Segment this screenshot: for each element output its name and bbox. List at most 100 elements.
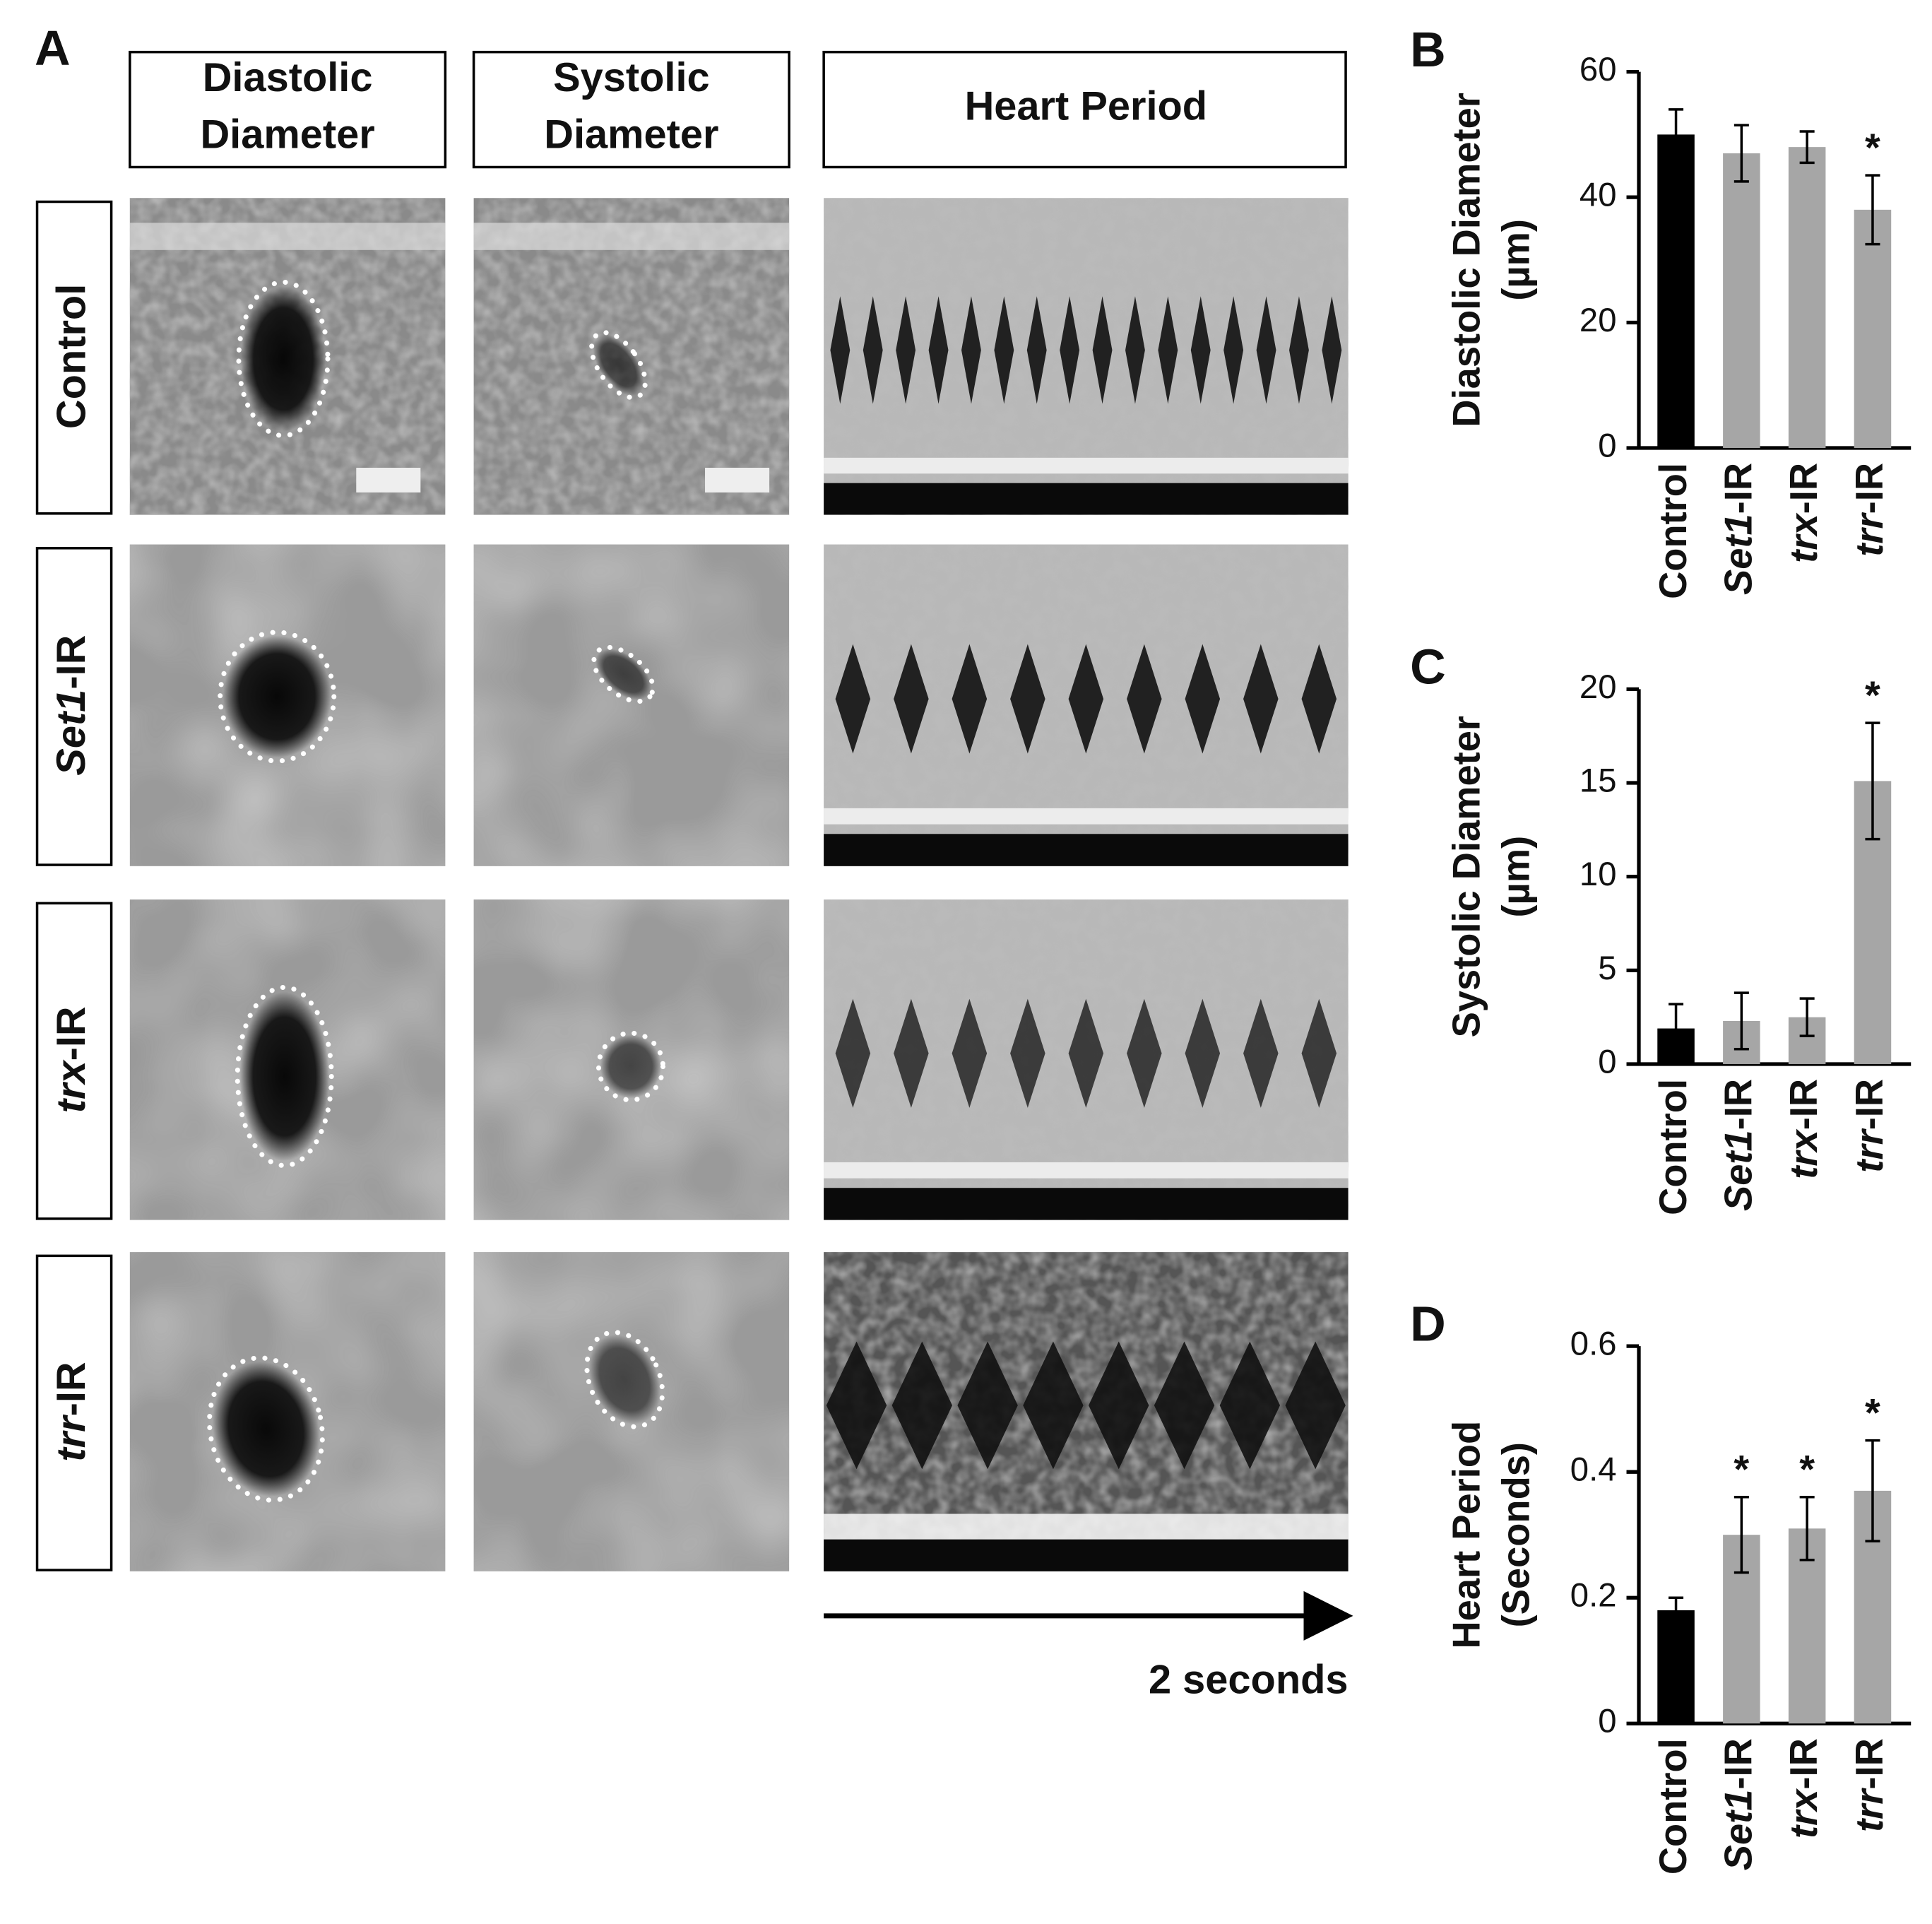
kymograph-beat [952, 998, 988, 1108]
label-part: -IR [1782, 1738, 1825, 1789]
x-tick-label: Set1-IR [1717, 1738, 1760, 1870]
kymograph-beat [830, 296, 851, 404]
kymograph-beat [1301, 998, 1337, 1108]
label-part: Set1 [1717, 514, 1760, 595]
lumen-outline [235, 984, 334, 1169]
bar [1657, 1610, 1695, 1724]
kymograph-beat [1092, 296, 1113, 404]
lumen [241, 285, 326, 432]
lumen-outline [207, 1355, 325, 1503]
top-band [129, 223, 446, 250]
kymograph-beat [1243, 998, 1279, 1108]
row-label-box [35, 1254, 113, 1571]
x-tick-label: trr-IR [1848, 1079, 1891, 1173]
x-tick-label: trx-IR [1782, 463, 1825, 563]
kymograph-beat [1190, 296, 1211, 404]
x-tick-label: Control [1652, 1738, 1695, 1875]
kymograph-beat [928, 296, 949, 404]
y-tick-label: 15 [1580, 762, 1617, 800]
column-header: Diameter [200, 112, 374, 158]
label-part: trr [1848, 512, 1891, 556]
row-label-box [35, 902, 113, 1220]
column-header: Diameter [544, 112, 718, 158]
y-tick-label: 0.6 [1570, 1326, 1617, 1363]
kymograph-beat [1289, 296, 1309, 404]
label-part: trr [1848, 1788, 1891, 1832]
scale-bar [705, 467, 770, 493]
kymograph-bottom [824, 1188, 1349, 1220]
lumen-outline [218, 630, 337, 764]
y-tick-label: 0 [1598, 1703, 1616, 1740]
lumen-outline [595, 1030, 666, 1103]
label-part: trx [1782, 1788, 1825, 1839]
kymograph-band [824, 457, 1349, 474]
label-part: -IR [1782, 1079, 1825, 1130]
significance-marker: * [1865, 1390, 1880, 1434]
panel-a: Diastolic Diameter Systolic Diameter Heart P… [35, 50, 1349, 1571]
label-part: trx [1782, 1128, 1825, 1179]
kymograph-beat [1285, 1341, 1346, 1470]
label-part: trx [1782, 512, 1825, 563]
kymograph-beat [863, 296, 883, 404]
y-tick-label: 40 [1580, 177, 1617, 214]
label-part: -IR [1848, 1738, 1891, 1789]
kymograph-beat [1068, 644, 1104, 754]
header-box [822, 50, 1347, 169]
lumen-outline [236, 279, 331, 438]
lumen [212, 1361, 320, 1497]
kymograph-beat [994, 296, 1014, 404]
panel-label: C [1410, 639, 1446, 695]
significance-marker: * [1799, 1447, 1815, 1492]
header-box [472, 50, 790, 169]
y-tick-label: 0.2 [1570, 1577, 1617, 1615]
kymograph-beat [1068, 998, 1104, 1108]
label-part: -IR [1717, 463, 1760, 514]
x-tick-label: Control [1652, 463, 1695, 599]
x-tick-label: Set1-IR [1717, 463, 1760, 595]
kymograph-beat [826, 1341, 887, 1470]
micrograph-texture [473, 544, 790, 866]
kymograph-beat [1127, 998, 1162, 1108]
kymograph-beat [957, 1341, 1018, 1470]
bar [1723, 153, 1760, 448]
x-tick-label: trx-IR [1782, 1738, 1825, 1839]
kymograph-beat [894, 998, 929, 1108]
row-label-box [35, 200, 113, 515]
kymograph-band [824, 1162, 1349, 1179]
y-tick-label: 0 [1598, 427, 1616, 464]
x-tick-label: trr-IR [1848, 463, 1891, 557]
kymograph-band [824, 808, 1349, 825]
kymograph-beat [1010, 998, 1045, 1108]
lumen-outline [591, 644, 656, 704]
significance-marker: * [1734, 1447, 1749, 1492]
kymograph-beat [1223, 296, 1244, 404]
label-part: Set1 [49, 690, 94, 776]
top-band [473, 223, 790, 250]
y-axis-label: Systolic Diameter [1445, 716, 1488, 1037]
label-part: -IR [49, 635, 94, 690]
scale-bar [356, 467, 421, 493]
row-label: Control [49, 284, 94, 429]
kymograph-bottom [824, 1539, 1349, 1571]
panel-label: D [1410, 1296, 1446, 1351]
kymograph-bottom [824, 483, 1349, 515]
y-axis-label: (µm) [1495, 219, 1538, 301]
label-part: trr [1848, 1128, 1891, 1172]
kymograph-beat [1060, 296, 1080, 404]
panel-label: B [1410, 22, 1446, 77]
y-tick-label: 10 [1580, 856, 1617, 893]
lumen-outline [584, 1330, 665, 1429]
x-tick-label: Set1-IR [1717, 1079, 1760, 1211]
y-axis-label: Diastolic Diameter [1445, 93, 1488, 427]
bar [1657, 134, 1695, 448]
row-label: Set1-IR [49, 635, 94, 776]
label-part: -IR [1717, 1738, 1760, 1789]
bar [1788, 147, 1826, 448]
bar [1854, 209, 1892, 448]
kymograph-beat [1125, 296, 1145, 404]
lumen-outline [589, 330, 648, 401]
y-axis-label: Heart Period [1445, 1421, 1488, 1649]
y-tick-label: 20 [1580, 668, 1617, 706]
